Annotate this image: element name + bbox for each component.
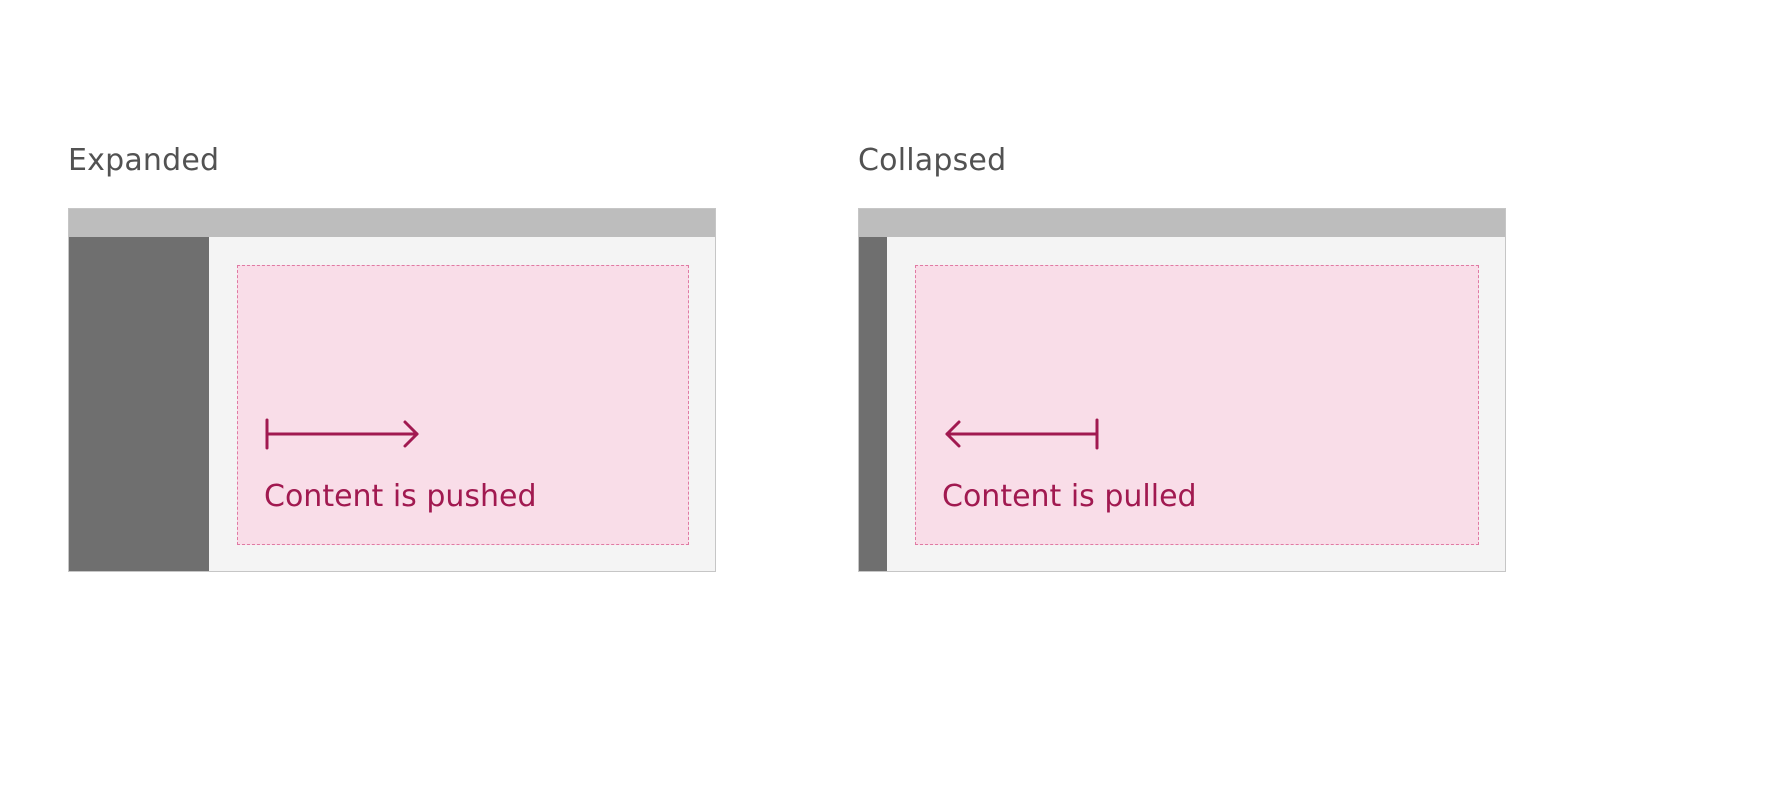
ui-frame: Content is pulled [858, 208, 1506, 572]
panel-title: Collapsed [858, 143, 1007, 178]
content-area: Content is pulled [915, 265, 1479, 545]
side-nav-expanded [69, 237, 209, 571]
header-bar [69, 209, 715, 237]
content-area: Content is pushed [237, 265, 689, 545]
ui-frame: Content is pushed [68, 208, 716, 572]
arrow-left-icon [945, 418, 1099, 450]
content-label: Content is pushed [264, 479, 537, 514]
arrow-right-icon [265, 418, 419, 450]
panel-title: Expanded [68, 143, 220, 178]
content-label: Content is pulled [942, 479, 1197, 514]
header-bar [859, 209, 1505, 237]
side-nav-collapsed [859, 237, 887, 571]
